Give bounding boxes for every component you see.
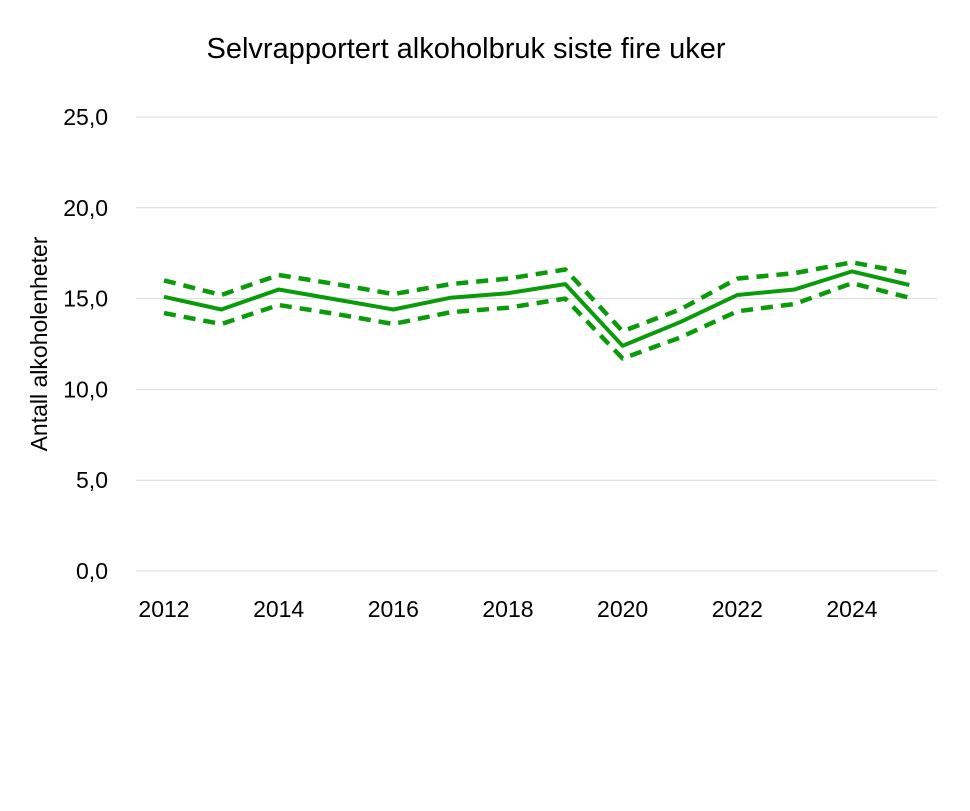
chart-title: Selvrapportert alkoholbruk siste fire uk… bbox=[206, 33, 725, 65]
x-tick-label: 2012 bbox=[138, 596, 189, 622]
confidence-line bbox=[163, 280, 910, 361]
x-tick-label: 2022 bbox=[712, 596, 763, 622]
y-axis-label: Antall alkoholenheter bbox=[26, 236, 52, 451]
x-tick-label: 2020 bbox=[597, 596, 648, 622]
x-tick-label: 2014 bbox=[253, 596, 304, 622]
x-tick-label: 2018 bbox=[482, 596, 533, 622]
x-tick-label: 2016 bbox=[368, 596, 419, 622]
y-tick-label: 5,0 bbox=[76, 467, 108, 493]
series-line bbox=[163, 269, 910, 348]
y-tick-label: 25,0 bbox=[63, 104, 108, 130]
y-tick-label: 20,0 bbox=[63, 195, 108, 221]
x-tick-label: 2024 bbox=[826, 596, 877, 622]
y-tick-label: 15,0 bbox=[63, 286, 108, 312]
y-tick-label: 0,0 bbox=[76, 558, 108, 584]
confidence-line bbox=[163, 260, 910, 334]
y-tick-label: 10,0 bbox=[63, 376, 108, 402]
